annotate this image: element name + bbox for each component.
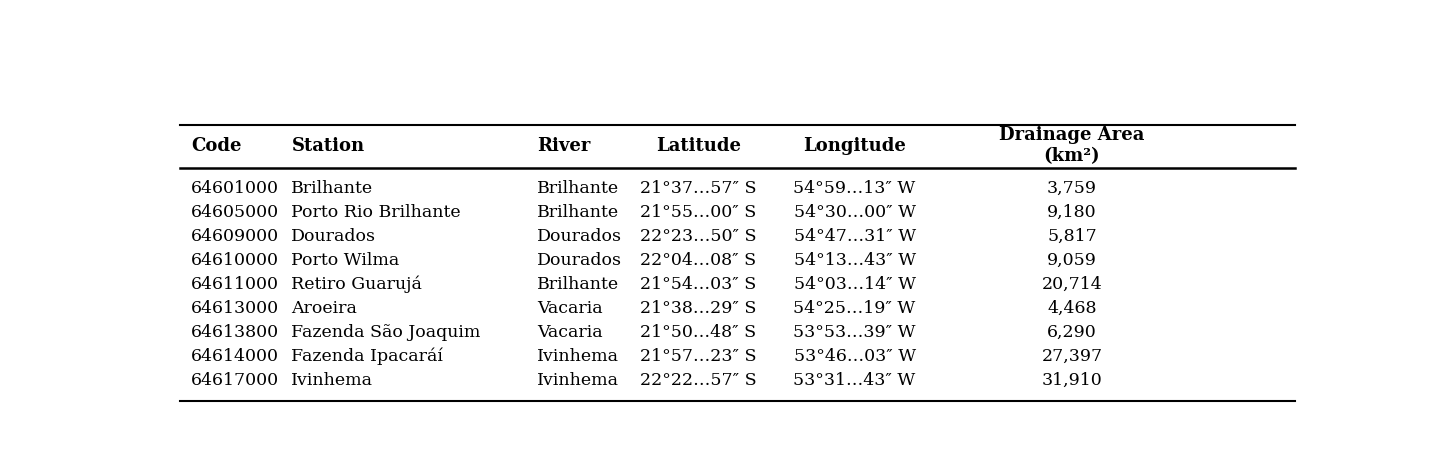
Text: Longitude: Longitude: [803, 136, 907, 154]
Text: River: River: [537, 136, 590, 154]
Text: 22°22…57″ S: 22°22…57″ S: [640, 371, 757, 388]
Text: 22°23…50″ S: 22°23…50″ S: [640, 227, 757, 244]
Text: 64605000: 64605000: [191, 203, 279, 220]
Text: 53°46…03″ W: 53°46…03″ W: [793, 347, 915, 364]
Text: 64610000: 64610000: [191, 251, 279, 268]
Text: 22°04…08″ S: 22°04…08″ S: [640, 251, 757, 268]
Text: 64617000: 64617000: [191, 371, 279, 388]
Text: 64614000: 64614000: [191, 347, 279, 364]
Text: Fazenda Ipacaráí: Fazenda Ipacaráí: [291, 347, 443, 364]
Text: 21°38…29″ S: 21°38…29″ S: [640, 299, 757, 316]
Text: Ivinhema: Ivinhema: [537, 371, 619, 388]
Text: Dourados: Dourados: [537, 227, 622, 244]
Text: Fazenda São Joaquim: Fazenda São Joaquim: [291, 323, 481, 340]
Text: 64611000: 64611000: [191, 275, 279, 292]
Text: 9,180: 9,180: [1048, 203, 1097, 220]
Text: Dourados: Dourados: [537, 251, 622, 268]
Text: Aroeira: Aroeira: [291, 299, 357, 316]
Text: 21°50…48″ S: 21°50…48″ S: [640, 323, 757, 340]
Text: Retiro Guarujá: Retiro Guarujá: [291, 275, 422, 292]
Text: Porto Wilma: Porto Wilma: [291, 251, 400, 268]
Text: 64613800: 64613800: [191, 323, 279, 340]
Text: 64609000: 64609000: [191, 227, 279, 244]
Text: Latitude: Latitude: [656, 136, 741, 154]
Text: 31,910: 31,910: [1042, 371, 1102, 388]
Text: Vacaria: Vacaria: [537, 299, 603, 316]
Text: 64613000: 64613000: [191, 299, 279, 316]
Text: 3,759: 3,759: [1048, 179, 1097, 196]
Text: 21°57…23″ S: 21°57…23″ S: [640, 347, 757, 364]
Text: 54°25…19″ W: 54°25…19″ W: [793, 299, 915, 316]
Text: 54°13…43″ W: 54°13…43″ W: [793, 251, 915, 268]
Text: Brilhante: Brilhante: [537, 203, 619, 220]
Text: 53°31…43″ W: 53°31…43″ W: [793, 371, 915, 388]
Text: 20,714: 20,714: [1042, 275, 1102, 292]
Text: Drainage Area
(km²): Drainage Area (km²): [999, 126, 1145, 165]
Text: 53°53…39″ W: 53°53…39″ W: [793, 323, 915, 340]
Text: Ivinhema: Ivinhema: [291, 371, 373, 388]
Text: 21°54…03″ S: 21°54…03″ S: [640, 275, 757, 292]
Text: Brilhante: Brilhante: [537, 275, 619, 292]
Text: 54°30…00″ W: 54°30…00″ W: [793, 203, 915, 220]
Text: Vacaria: Vacaria: [537, 323, 603, 340]
Text: 54°03…14″ W: 54°03…14″ W: [793, 275, 915, 292]
Text: 5,817: 5,817: [1048, 227, 1097, 244]
Text: 21°37…57″ S: 21°37…57″ S: [640, 179, 757, 196]
Text: Brilhante: Brilhante: [291, 179, 374, 196]
Text: 64601000: 64601000: [191, 179, 279, 196]
Text: 6,290: 6,290: [1048, 323, 1097, 340]
Text: Station: Station: [291, 136, 364, 154]
Text: Dourados: Dourados: [291, 227, 377, 244]
Text: Brilhante: Brilhante: [537, 179, 619, 196]
Text: 27,397: 27,397: [1042, 347, 1102, 364]
Text: 21°55…00″ S: 21°55…00″ S: [640, 203, 757, 220]
Text: Porto Rio Brilhante: Porto Rio Brilhante: [291, 203, 460, 220]
Text: Code: Code: [191, 136, 242, 154]
Text: 9,059: 9,059: [1048, 251, 1097, 268]
Text: 54°59…13″ W: 54°59…13″ W: [793, 179, 915, 196]
Text: Ivinhema: Ivinhema: [537, 347, 619, 364]
Text: 54°47…31″ W: 54°47…31″ W: [793, 227, 915, 244]
Text: 4,468: 4,468: [1048, 299, 1097, 316]
